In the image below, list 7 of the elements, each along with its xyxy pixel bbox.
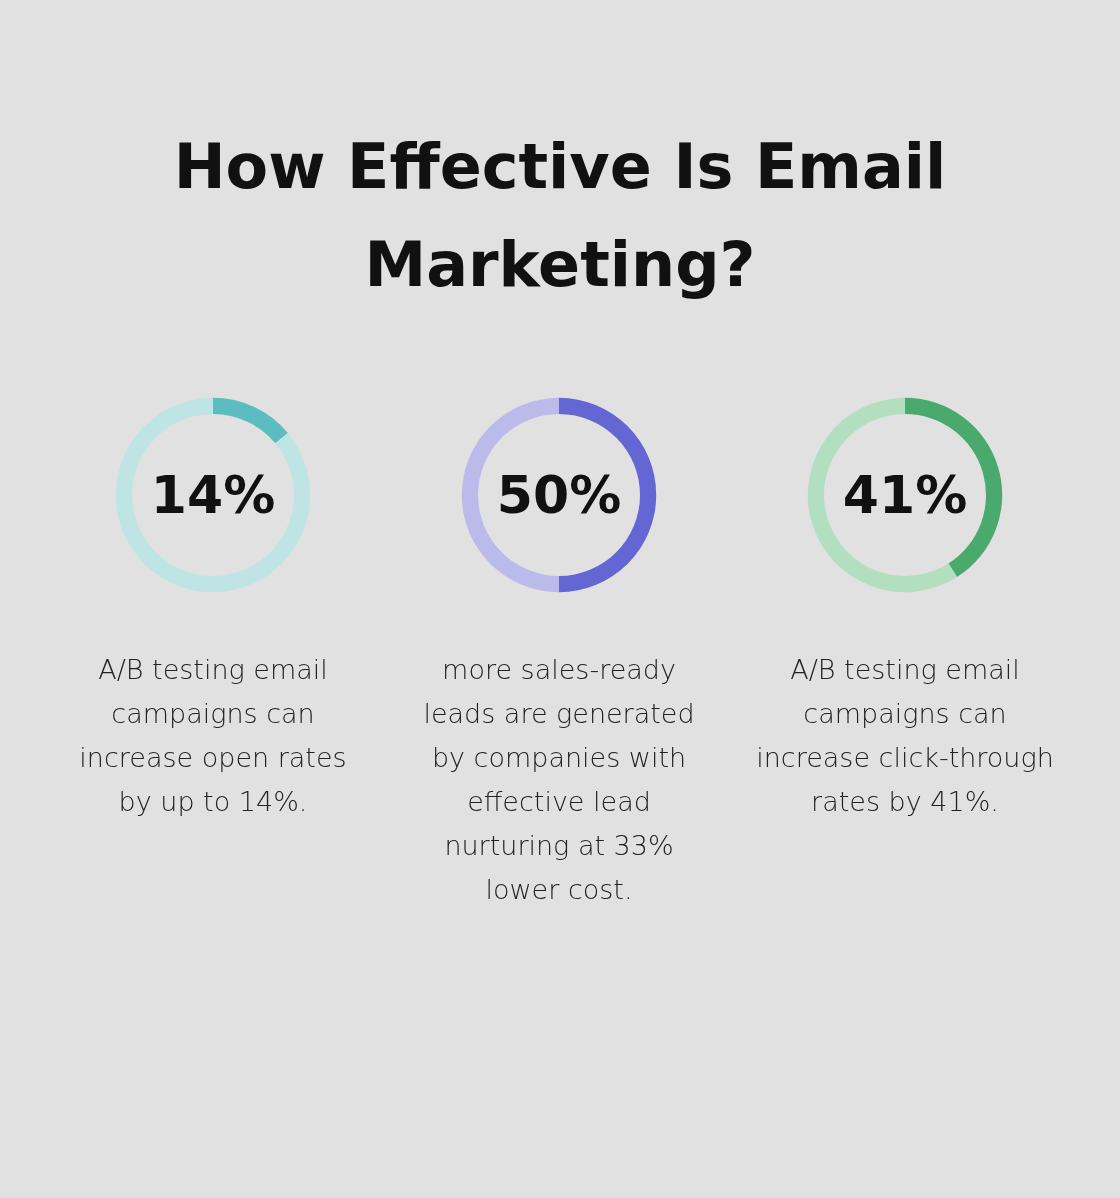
- text: more sales-ready leads are generated by companies with effective lead nurturing at 33% lower cost.: [422, 653, 696, 907]
- text: A/B testing email campaigns can increase open rates by up to 14%.: [78, 653, 348, 819]
- text: 41%: [842, 465, 968, 525]
- text: 50%: [496, 465, 622, 525]
- text: 14%: [150, 465, 276, 525]
- text: A/B testing email campaigns can increase click-through rates by 41%.: [755, 653, 1055, 819]
- text: How Effective Is Email Marketing?: [172, 129, 948, 303]
